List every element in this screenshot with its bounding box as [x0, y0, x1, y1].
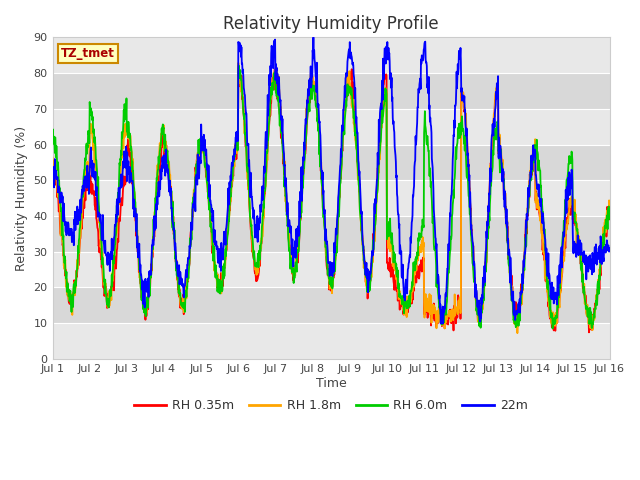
Bar — [52, 252, 609, 288]
Text: TZ_tmet: TZ_tmet — [61, 47, 115, 60]
Bar — [52, 180, 609, 216]
Bar — [52, 73, 609, 109]
X-axis label: Time: Time — [316, 377, 346, 390]
Title: Relativity Humidity Profile: Relativity Humidity Profile — [223, 15, 439, 33]
Bar — [52, 288, 609, 323]
Bar — [52, 109, 609, 144]
Bar — [52, 216, 609, 252]
Bar — [52, 144, 609, 180]
Bar — [52, 323, 609, 359]
Legend: RH 0.35m, RH 1.8m, RH 6.0m, 22m: RH 0.35m, RH 1.8m, RH 6.0m, 22m — [129, 394, 532, 417]
Bar — [52, 37, 609, 73]
Y-axis label: Relativity Humidity (%): Relativity Humidity (%) — [15, 126, 28, 271]
